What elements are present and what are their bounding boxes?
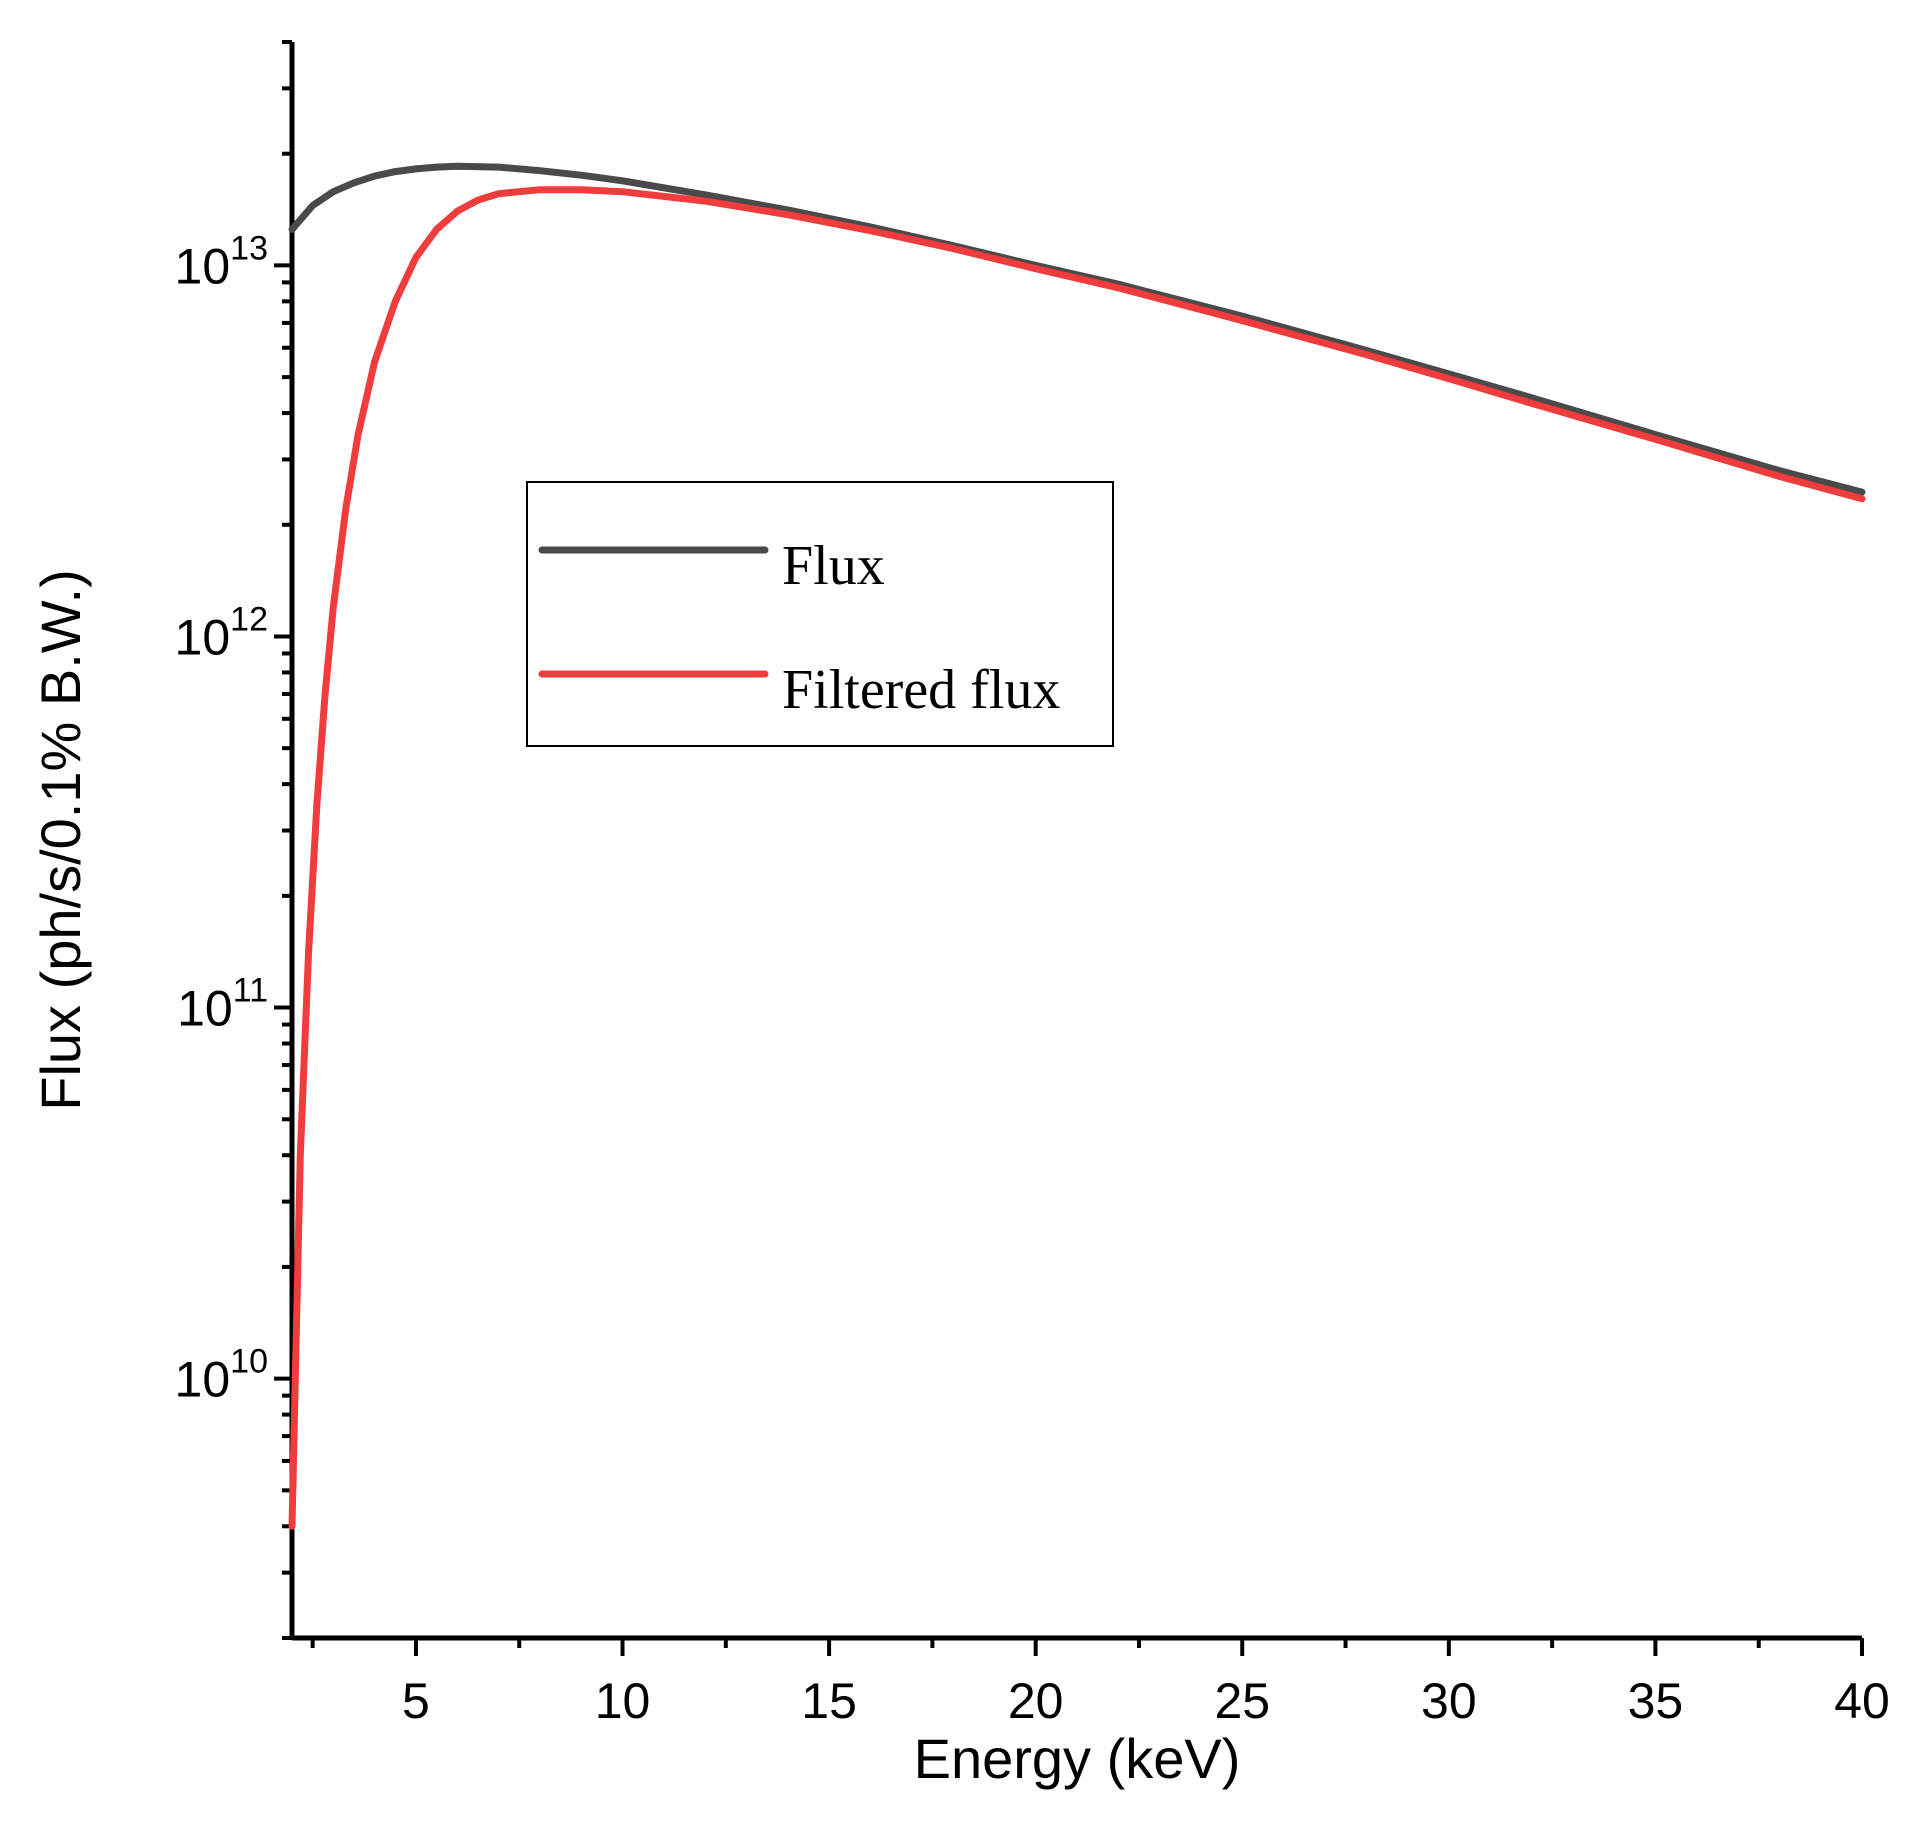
legend-label-flux: Flux — [782, 535, 885, 597]
series-line-flux — [288, 162, 1866, 496]
legend: Flux Filtered flux — [526, 481, 1114, 747]
x-tick-label: 20 — [1008, 1673, 1064, 1729]
series-layer — [288, 162, 1866, 1530]
legend-label-filtered-flux: Filtered flux — [782, 659, 1060, 721]
y-ticks: 1010 1011 1012 1013 — [175, 40, 292, 1640]
x-tick-label: 5 — [402, 1673, 430, 1729]
legend-box — [526, 481, 1114, 747]
x-tick-label: 30 — [1421, 1673, 1477, 1729]
x-tick-label: 35 — [1628, 1673, 1684, 1729]
x-tick-label: 25 — [1214, 1673, 1270, 1729]
y-axis-title: Flux (ph/s/0.1% B.W.) — [29, 569, 92, 1111]
y-tick-label: 1013 — [175, 229, 268, 294]
x-tick-label: 40 — [1834, 1673, 1890, 1729]
y-tick-label: 1011 — [177, 972, 268, 1037]
series-line-filtered-flux — [288, 186, 1866, 1530]
x-axis-title: Energy (keV) — [914, 1727, 1241, 1790]
x-ticks: 5 10 15 20 25 30 35 40 — [310, 1638, 1890, 1729]
x-tick-label: 15 — [801, 1673, 857, 1729]
axes: 5 10 15 20 25 30 35 40 1010 1011 1012 1013 — [175, 40, 1890, 1729]
y-tick-label: 1012 — [175, 600, 268, 665]
x-tick-label: 10 — [595, 1673, 651, 1729]
y-tick-label: 1010 — [175, 1343, 268, 1408]
